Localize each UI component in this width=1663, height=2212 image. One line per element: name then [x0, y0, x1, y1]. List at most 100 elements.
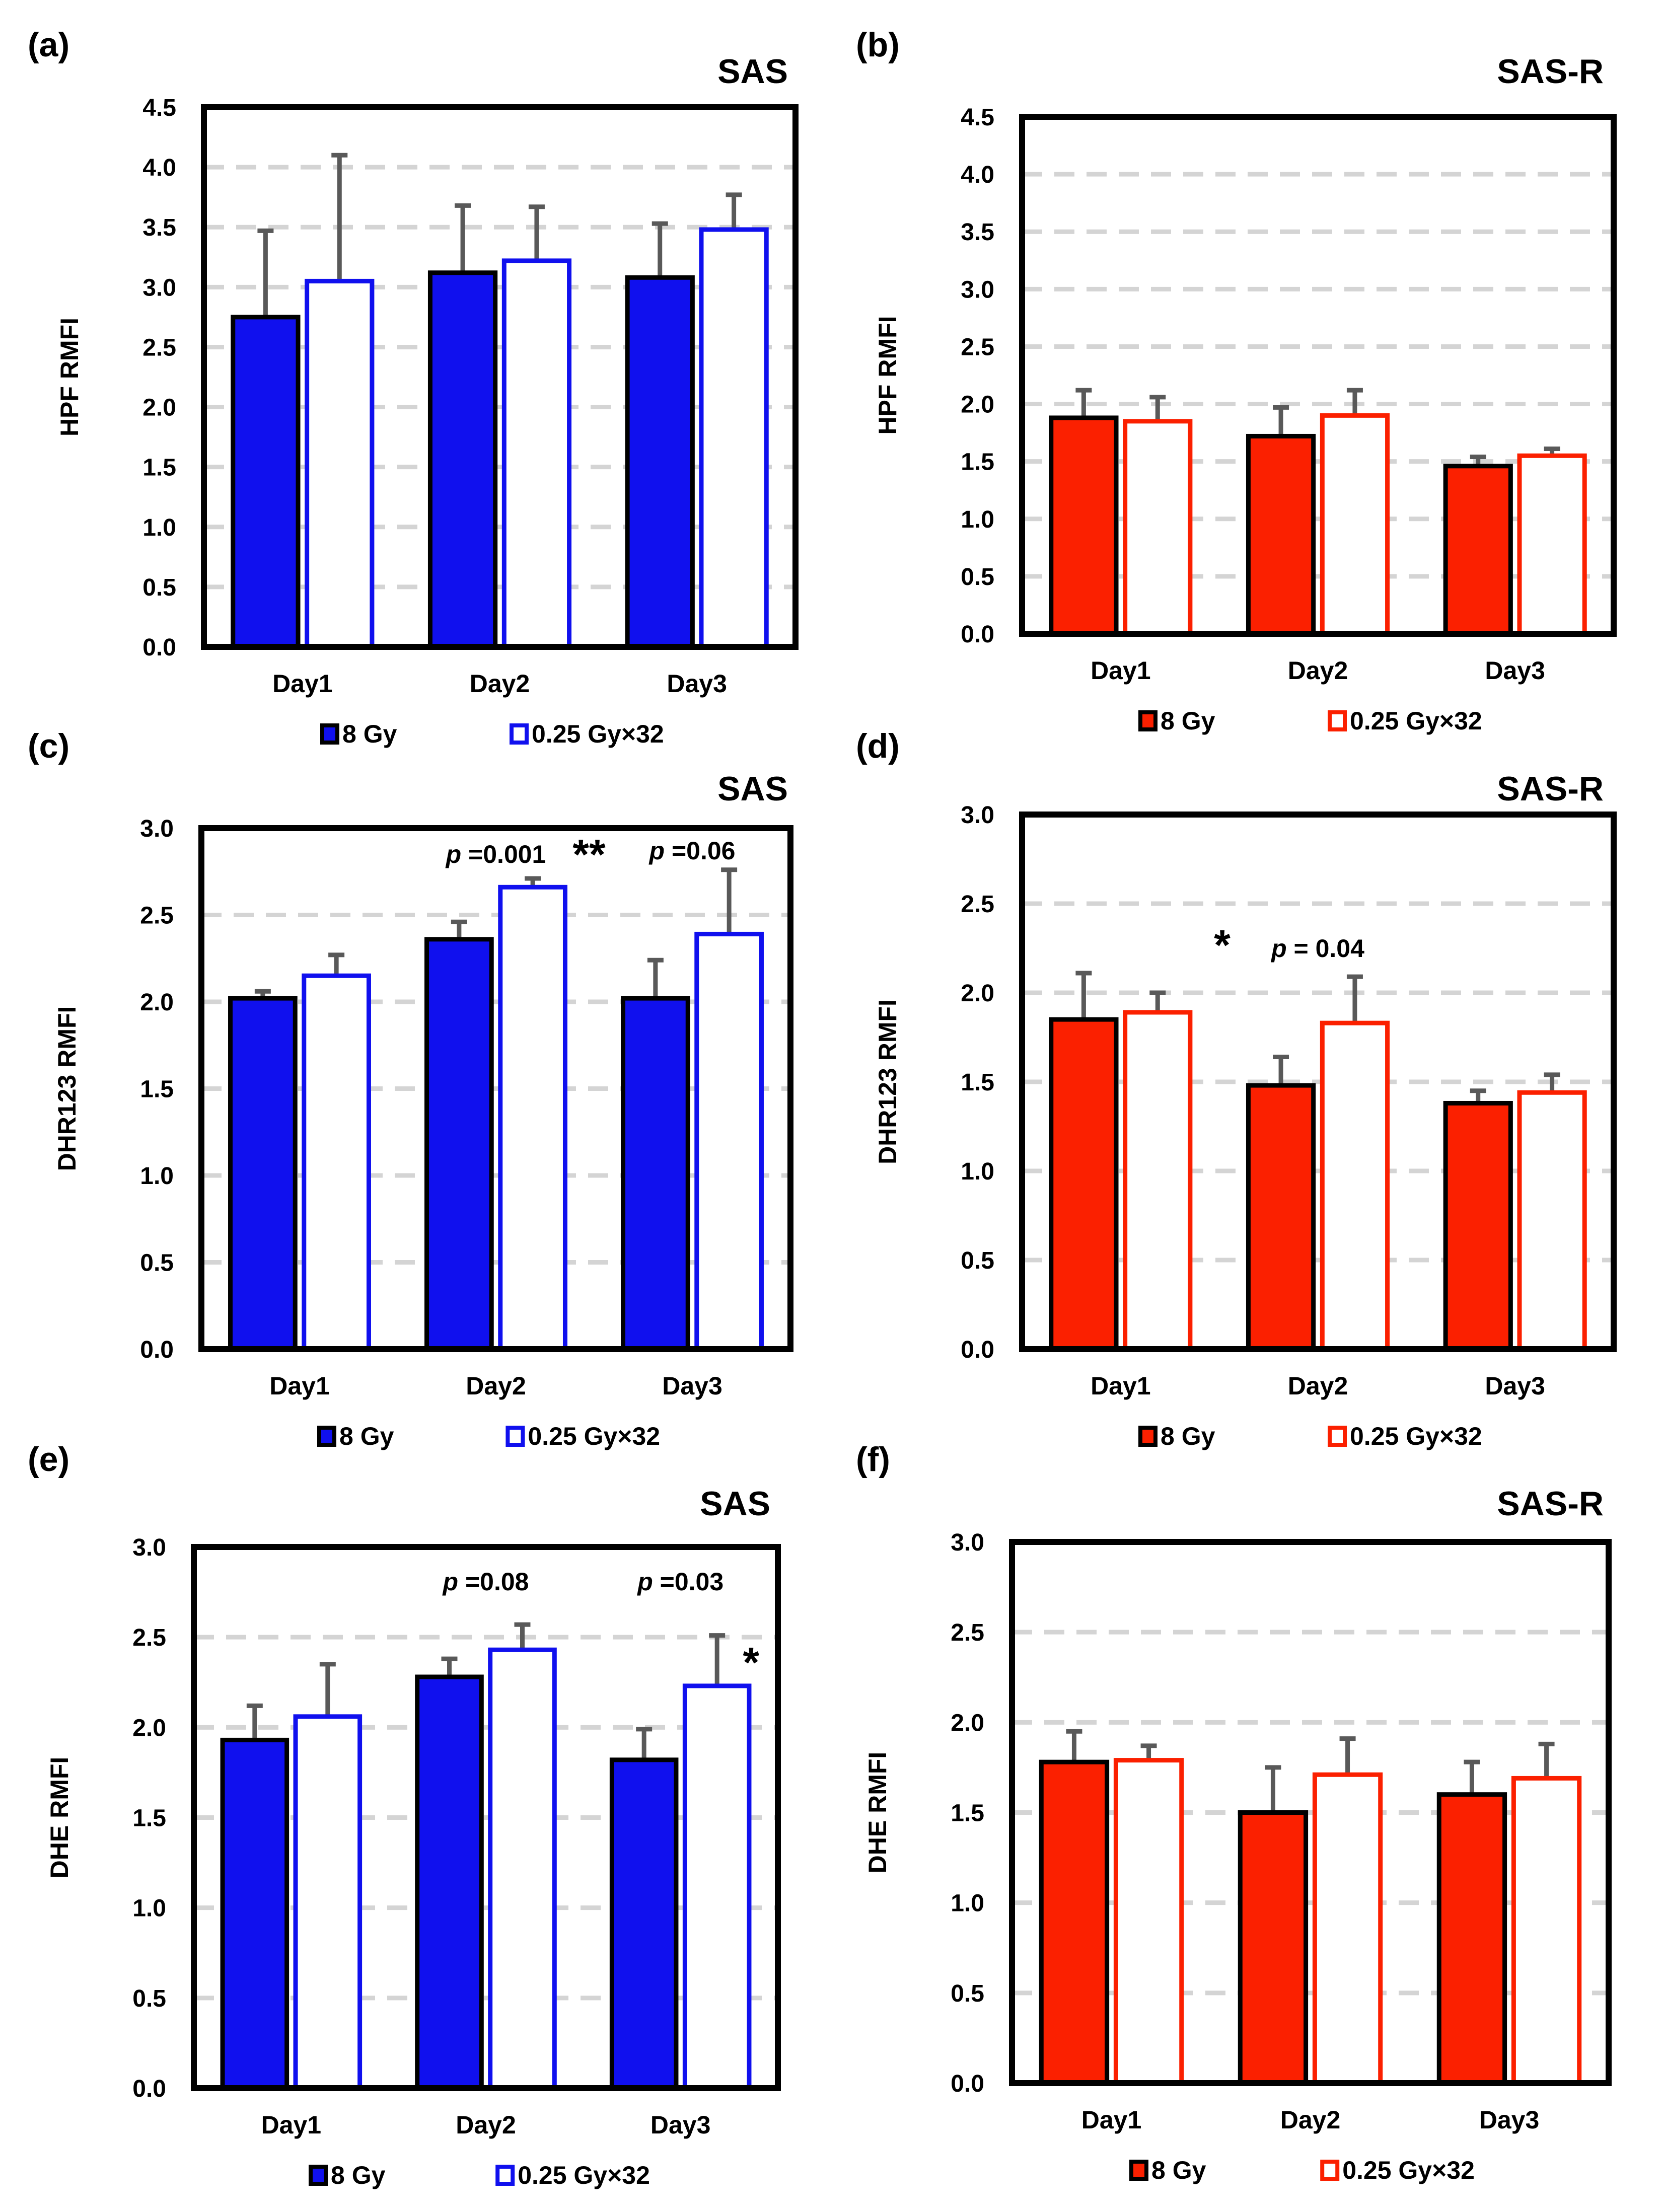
chart-panel-e: (e) SAS 0.0 0.5 1.0 1.5 2.0 2.5 3.0 DHE RMFI Day1 D…: [28, 1440, 781, 2189]
legend-swatch-8gy: [1129, 2160, 1148, 2181]
bar-8gy: [228, 996, 298, 1352]
chart-title: SAS: [700, 1485, 770, 1523]
legend: 8 Gy 0.25 Gy×32: [309, 2161, 650, 2189]
legend-label-8gy: 8 Gy: [342, 720, 397, 748]
chart-title: SAS-R: [1497, 52, 1604, 91]
bar-8gy: [1039, 1759, 1110, 2086]
legend-label-8gy: 8 Gy: [1161, 1422, 1215, 1450]
y-tick-label: 0.5: [961, 1247, 994, 1274]
legend-label-8gy: 8 Gy: [331, 2161, 386, 2189]
y-axis-label: DHE RMFI: [863, 1752, 892, 1874]
legend-label-fractionated: 0.25 Gy×32: [1342, 2156, 1475, 2184]
chart-panel-b: (b) SAS-R 0.0 0.5 1.0 1.5 2.0 2.5 3.0 3.5 4.0 4.5 HP…: [856, 26, 1617, 735]
y-tick-label: 2.0: [132, 1715, 166, 1741]
bar-8gy: [625, 275, 695, 649]
legend-swatch-fractionated: [1328, 1426, 1347, 1447]
p-value: =0.001: [468, 840, 546, 868]
y-tick-label: 0.5: [951, 1980, 984, 2007]
legend-swatch-fractionated: [1320, 2160, 1340, 2181]
x-tick-label: Day3: [1485, 656, 1545, 685]
bar-8gy: [1049, 415, 1119, 636]
p-value: =0.08: [465, 1568, 529, 1596]
bar-8gy: [609, 1757, 679, 2091]
y-tick-label: 1.5: [961, 449, 994, 476]
bar-8gy: [1246, 433, 1316, 636]
y-tick-label: 3.0: [961, 802, 994, 829]
bar-fractionated: [305, 278, 375, 649]
bar-fractionated: [1113, 1758, 1184, 2086]
x-tick-label: Day2: [1288, 656, 1348, 685]
x-tick-label: Day1: [1081, 2106, 1142, 2134]
y-tick-label: 2.5: [140, 903, 174, 929]
y-tick-label: 1.0: [961, 1158, 994, 1185]
y-tick-label: 1.0: [951, 1890, 984, 1917]
p-value: = 0.04: [1294, 934, 1365, 963]
x-tick-label: Day1: [269, 1372, 330, 1400]
bar-fractionated: [1312, 1772, 1383, 2086]
legend-swatch-8gy: [320, 723, 339, 745]
bar-8gy: [1049, 1017, 1119, 1352]
x-tick-label: Day3: [1485, 1372, 1545, 1400]
bar-8gy: [424, 937, 494, 1352]
bar-fractionated: [1320, 1020, 1390, 1352]
chart-panel-d: (d) SAS-R 0.0 0.5 1.0 1.5 2.0 2.5 3.0 DHR123 RMFI…: [856, 727, 1617, 1450]
legend-swatch-fractionated: [505, 1426, 525, 1447]
bar-8gy: [231, 315, 301, 649]
y-tick-label: 1.5: [951, 1800, 984, 1827]
bar-fractionated: [501, 258, 572, 649]
legend: 8 Gy 0.25 Gy×32: [1138, 1422, 1482, 1450]
y-tick-label: 1.5: [961, 1069, 994, 1096]
chart-panel-f: (f) SAS-R 0.0 0.5 1.0 1.5 2.0 2.5 3.0 DHE RMFI Day…: [856, 1440, 1612, 2184]
y-tick-label: 2.5: [142, 334, 176, 361]
bar-8gy: [1436, 1792, 1507, 2086]
x-tick-label: Day2: [466, 1372, 526, 1400]
legend-swatch-fractionated: [510, 723, 529, 745]
legend-label-8gy: 8 Gy: [1151, 2156, 1206, 2184]
x-tick-label: Day2: [456, 2111, 516, 2139]
legend-swatch-8gy: [1138, 1426, 1158, 1447]
bar-8gy: [1246, 1083, 1316, 1352]
bar-fractionated: [293, 1714, 363, 2091]
y-tick-label: 0.0: [961, 1337, 994, 1363]
panel-label: (e): [28, 1440, 69, 1479]
y-tick-label: 2.0: [961, 392, 994, 418]
x-tick-label: Day2: [470, 670, 530, 698]
legend-label-fractionated: 0.25 Gy×32: [1350, 1422, 1482, 1450]
p-label: p: [648, 837, 672, 865]
x-tick-label: Day3: [667, 670, 727, 698]
bar-fractionated: [682, 1683, 752, 2091]
legend: 8 Gy 0.25 Gy×32: [1129, 2156, 1475, 2184]
y-tick-label: 4.5: [961, 104, 994, 131]
p-value-annotation: p =0.03: [636, 1568, 724, 1596]
bar-8gy: [621, 996, 690, 1352]
plot-frame: [198, 825, 793, 1352]
y-tick-label: 0.0: [961, 621, 994, 648]
y-tick-label: 3.0: [142, 274, 176, 301]
y-tick-label: 0.0: [132, 2076, 166, 2102]
legend-label-fractionated: 0.25 Gy×32: [1350, 707, 1482, 735]
chart-panel-a: (a) SAS 0.0 0.5 1.0 1.5 2.0 2.5 3.0 3.5 4.0 4.5 HPF …: [28, 26, 799, 748]
p-label: p: [636, 1568, 660, 1596]
y-tick-label: 0.0: [951, 2071, 984, 2097]
panel-label: (b): [856, 26, 900, 64]
panel-label: (f): [856, 1440, 890, 1479]
p-label: p: [1270, 934, 1293, 963]
significance-stars: **: [572, 831, 606, 878]
legend-swatch-8gy: [1138, 710, 1158, 731]
bar-8gy: [427, 270, 498, 649]
panel-label: (a): [28, 26, 69, 64]
y-tick-label: 0.5: [142, 574, 176, 601]
y-axis-label: HPF RMFI: [55, 318, 84, 436]
legend: 8 Gy 0.25 Gy×32: [1138, 707, 1482, 735]
x-tick-label: Day3: [650, 2111, 711, 2139]
bar-fractionated: [488, 1647, 557, 2091]
p-value: =0.06: [672, 837, 736, 865]
legend-swatch-8gy: [317, 1426, 336, 1447]
chart-title: SAS: [717, 52, 788, 91]
bar-fractionated: [1517, 453, 1587, 636]
legend: 8 Gy 0.25 Gy×32: [320, 720, 664, 748]
y-tick-label: 2.0: [961, 980, 994, 1007]
y-axis-label: DHE RMFI: [45, 1757, 74, 1879]
y-tick-label: 1.5: [140, 1076, 174, 1103]
x-tick-label: Day1: [1091, 1372, 1151, 1400]
